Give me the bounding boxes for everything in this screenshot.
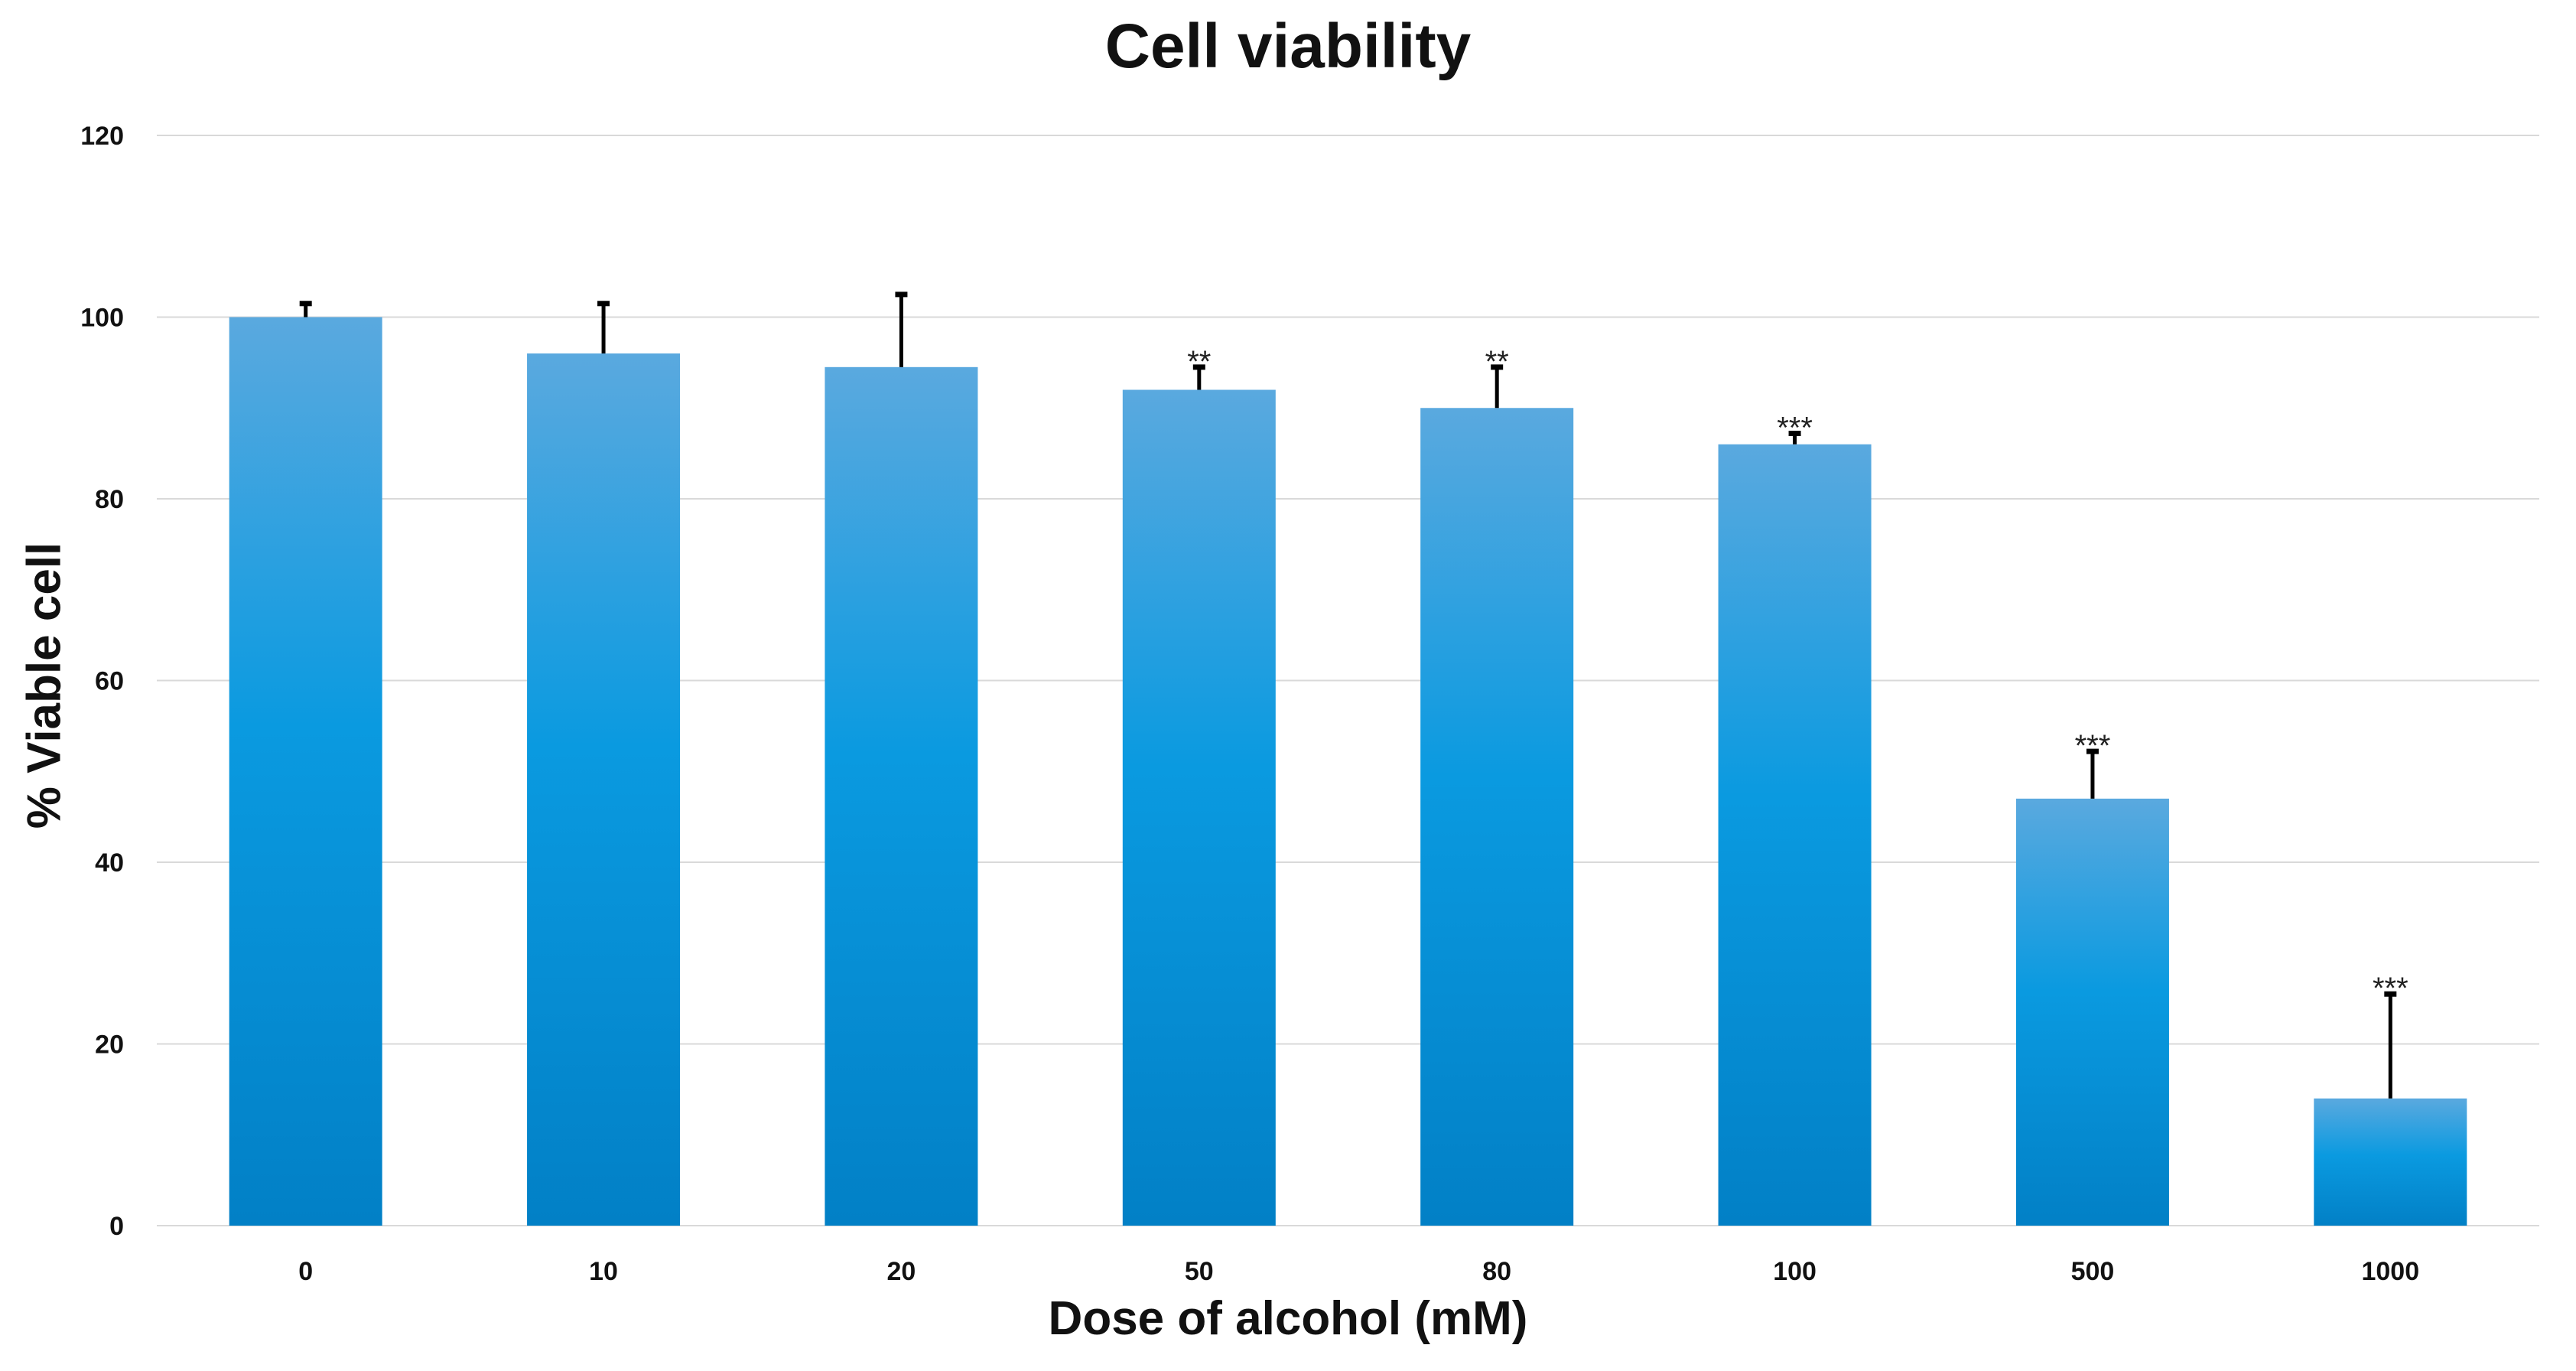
bar	[1122, 389, 1276, 1226]
tick-labels: 0 20 40 60 80 100 120 0 10 20 ** 50 ** 80 *** 100 *** 500…	[80, 122, 2419, 1286]
bar	[229, 317, 382, 1226]
y-tick-label: 80	[95, 485, 124, 514]
bar	[1420, 408, 1574, 1226]
bar	[1718, 444, 1872, 1226]
chart-title: Cell viability	[1104, 11, 1472, 81]
x-axis-label: Dose of alcohol (mM)	[1048, 1292, 1528, 1345]
x-tick-label: 0	[298, 1257, 313, 1286]
significance-marker: **	[1485, 345, 1509, 379]
significance-marker: **	[1187, 345, 1211, 379]
y-tick-label: 100	[80, 304, 124, 333]
bars	[229, 291, 2467, 1226]
x-tick-label: 10	[589, 1257, 618, 1286]
significance-marker: ***	[1777, 412, 1813, 445]
y-tick-label: 20	[95, 1031, 124, 1060]
bar	[825, 366, 978, 1226]
x-tick-label: 100	[1773, 1257, 1817, 1286]
x-tick-label: 1000	[2361, 1257, 2419, 1286]
x-tick-label: 50	[1185, 1257, 1214, 1286]
bar	[2314, 1098, 2467, 1226]
bar	[527, 353, 681, 1226]
y-tick-label: 40	[95, 848, 124, 878]
y-tick-label: 120	[80, 122, 124, 151]
x-tick-label: 500	[2071, 1257, 2115, 1286]
significance-marker: ***	[2075, 729, 2111, 763]
y-tick-label: 60	[95, 667, 124, 696]
bar	[2015, 798, 2169, 1226]
gridlines	[157, 135, 2539, 1226]
y-tick-label: 0	[109, 1212, 124, 1241]
significance-marker: ***	[2373, 972, 2408, 1005]
x-tick-label: 80	[1482, 1257, 1511, 1286]
x-tick-label: 20	[887, 1257, 916, 1286]
